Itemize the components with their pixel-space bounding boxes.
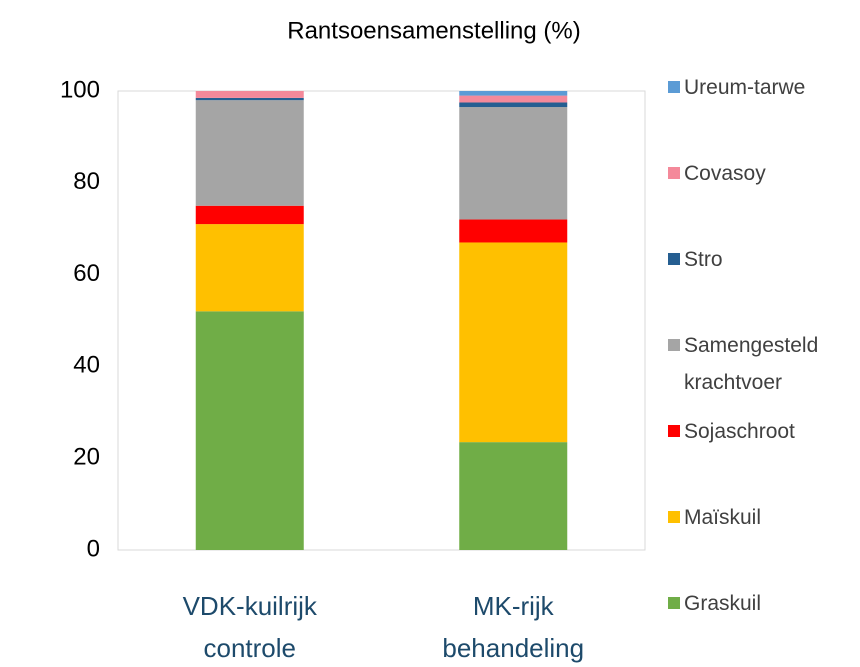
bar-segment — [459, 91, 568, 96]
legend-swatch — [668, 81, 680, 93]
chart-title: Rantsoensamenstelling (%) — [287, 17, 580, 44]
legend-swatch — [668, 167, 680, 179]
x-tick-label: MK-rijk behandeling — [442, 591, 585, 663]
legend-item: Covasoy — [668, 155, 860, 192]
legend-label: Samengesteld krachtvoer — [684, 334, 819, 394]
plot-frame — [117, 90, 646, 551]
legend-label: Covasoy — [684, 162, 766, 185]
legend-swatch — [668, 339, 680, 351]
legend-item: Ureum-tarwe — [668, 69, 860, 106]
legend-label: Ureum-tarwe — [684, 76, 806, 99]
bar-segment — [195, 205, 304, 225]
legend-swatch — [668, 425, 680, 437]
legend-item: Stro — [668, 241, 860, 278]
legend-item: Graskuil — [668, 585, 860, 622]
legend-swatch — [668, 253, 680, 265]
legend-label: Graskuil — [684, 592, 762, 615]
y-tick-label: 80 — [73, 168, 100, 195]
y-tick-label: 100 — [60, 76, 100, 103]
legend-label: Maïskuil — [684, 506, 762, 529]
y-tick-label: 40 — [73, 352, 100, 379]
bar-segment — [459, 242, 568, 443]
legend-item: Samengesteld krachtvoer — [668, 327, 860, 401]
x-tick-label: VDK-kuilrijk controle — [182, 591, 317, 663]
legend-item: Sojaschroot — [668, 413, 860, 450]
bar-segment — [195, 97, 304, 101]
bar-segment — [459, 95, 568, 103]
bar-segment — [195, 311, 304, 550]
y-tick-label: 0 — [87, 535, 100, 562]
legend-swatch — [668, 597, 680, 609]
legend-swatch — [668, 511, 680, 523]
bar-segment — [459, 219, 568, 243]
legend-label: Stro — [684, 248, 723, 271]
bar-segment — [195, 91, 304, 98]
bar-segment — [195, 224, 304, 312]
legend-item: Maïskuil — [668, 499, 860, 536]
bar-segment — [459, 107, 568, 220]
bar-segment — [195, 100, 304, 206]
legend-label: Sojaschroot — [684, 420, 795, 443]
bar-segment — [459, 102, 568, 108]
bar-segment — [459, 442, 568, 550]
y-tick-label: 60 — [73, 260, 100, 287]
y-tick-label: 20 — [73, 444, 100, 471]
